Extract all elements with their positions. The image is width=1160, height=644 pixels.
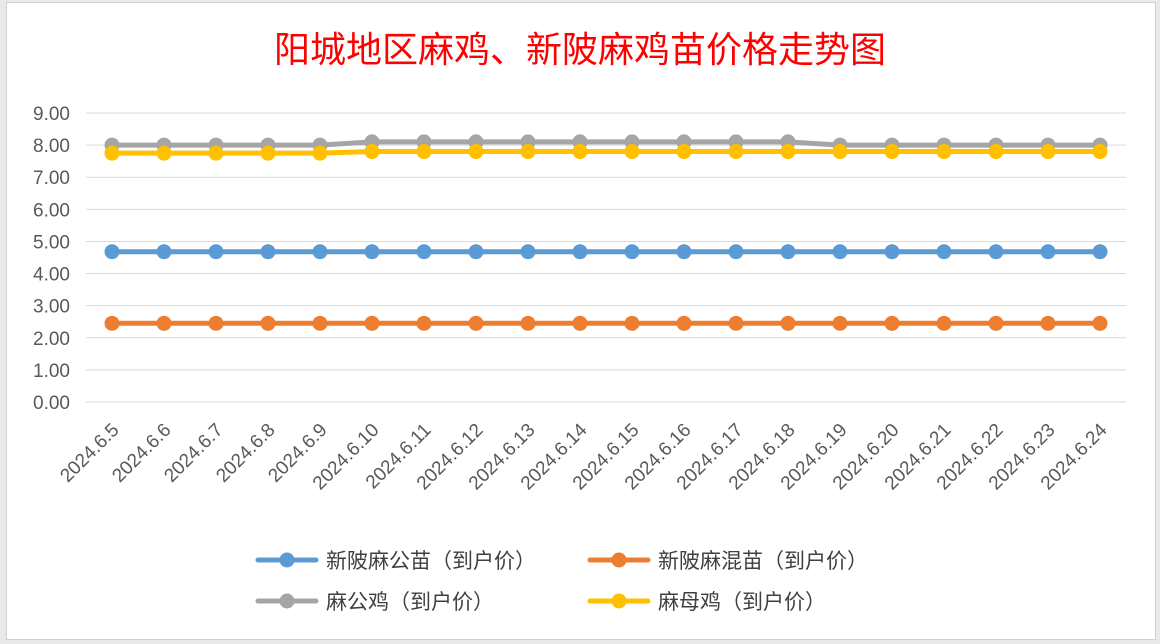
legend-swatch-marker [611,593,627,609]
data-point [104,315,120,331]
legend-swatch-marker [279,593,295,609]
data-point [884,144,900,160]
data-point [416,315,432,331]
data-point [364,144,380,160]
data-point [208,244,224,260]
data-point [312,145,328,161]
legend-label: 新陂麻混苗（到户价） [658,549,868,573]
data-point [468,315,484,331]
data-point [104,145,120,161]
data-point [936,144,952,160]
series-4 [104,144,1108,161]
data-point [208,145,224,161]
data-point [728,315,744,331]
data-point [520,244,536,260]
data-point [416,144,432,160]
legend-item: 麻母鸡（到户价） [587,590,826,614]
data-point [624,244,640,260]
data-point [988,244,1004,260]
legend-label: 麻母鸡（到户价） [658,590,826,614]
data-point [780,244,796,260]
data-point [572,144,588,160]
data-point [728,144,744,160]
data-point [520,144,536,160]
data-point [988,315,1004,331]
legend-item: 新陂麻公苗（到户价） [255,549,536,573]
y-tick-label: 5.00 [33,232,70,253]
series-lines [104,134,1108,331]
y-tick-label: 0.00 [33,393,70,414]
legend-label: 麻公鸡（到户价） [326,590,494,614]
data-point [468,144,484,160]
data-point [676,144,692,160]
y-tick-label: 3.00 [33,297,70,318]
data-point [832,144,848,160]
gridlines [86,112,1126,403]
data-point [624,315,640,331]
data-point [936,244,952,260]
data-point [1040,315,1056,331]
data-point [936,315,952,331]
legend-swatch-marker [611,552,627,568]
data-point [728,244,744,260]
series-line [109,149,1103,156]
data-point [676,315,692,331]
data-point [520,315,536,331]
y-tick-label: 9.00 [33,104,70,125]
legend: 新陂麻公苗（到户价） 新陂麻混苗（到户价） 麻公鸡（到户价） 麻母鸡（到户价） [255,549,868,614]
data-point [312,244,328,260]
data-point [624,144,640,160]
data-point [780,144,796,160]
legend-swatch-marker [279,552,295,568]
data-point [676,244,692,260]
legend-item: 麻公鸡（到户价） [255,590,494,614]
data-point [832,244,848,260]
data-point [156,244,172,260]
data-point [988,144,1004,160]
y-tick-label: 6.00 [33,200,70,221]
data-point [1092,144,1108,160]
data-point [884,315,900,331]
data-point [416,244,432,260]
data-point [1092,315,1108,331]
legend-item: 新陂麻混苗（到户价） [587,549,868,573]
data-point [156,145,172,161]
data-point [572,315,588,331]
data-point [1092,244,1108,260]
data-point [832,315,848,331]
data-point [884,244,900,260]
y-tick-label: 7.00 [33,168,70,189]
series-1 [104,244,1108,260]
series-line [109,139,1103,148]
data-point [572,244,588,260]
x-axis-tick-labels: 2024.6.52024.6.62024.6.72024.6.82024.6.9… [56,419,1111,494]
data-point [156,315,172,331]
data-point [1040,144,1056,160]
series-2 [104,315,1108,331]
data-point [260,315,276,331]
y-tick-label: 4.00 [33,265,70,286]
data-point [1040,244,1056,260]
data-point [468,244,484,260]
legend-label: 新陂麻公苗（到户价） [326,549,536,573]
data-point [364,244,380,260]
y-tick-label: 8.00 [33,136,70,157]
data-point [104,244,120,260]
chart-title: 阳城地区麻鸡、新陂麻鸡苗价格走势图 [274,30,886,71]
data-point [364,315,380,331]
y-tick-label: 1.00 [33,361,70,382]
y-tick-label: 2.00 [33,329,70,350]
data-point [260,244,276,260]
data-point [260,145,276,161]
data-point [312,315,328,331]
data-point [208,315,224,331]
data-point [780,315,796,331]
y-axis-tick-labels: 0.00 1.00 2.00 3.00 4.00 5.00 6.00 7.00 8.00 9.00 [33,104,70,414]
